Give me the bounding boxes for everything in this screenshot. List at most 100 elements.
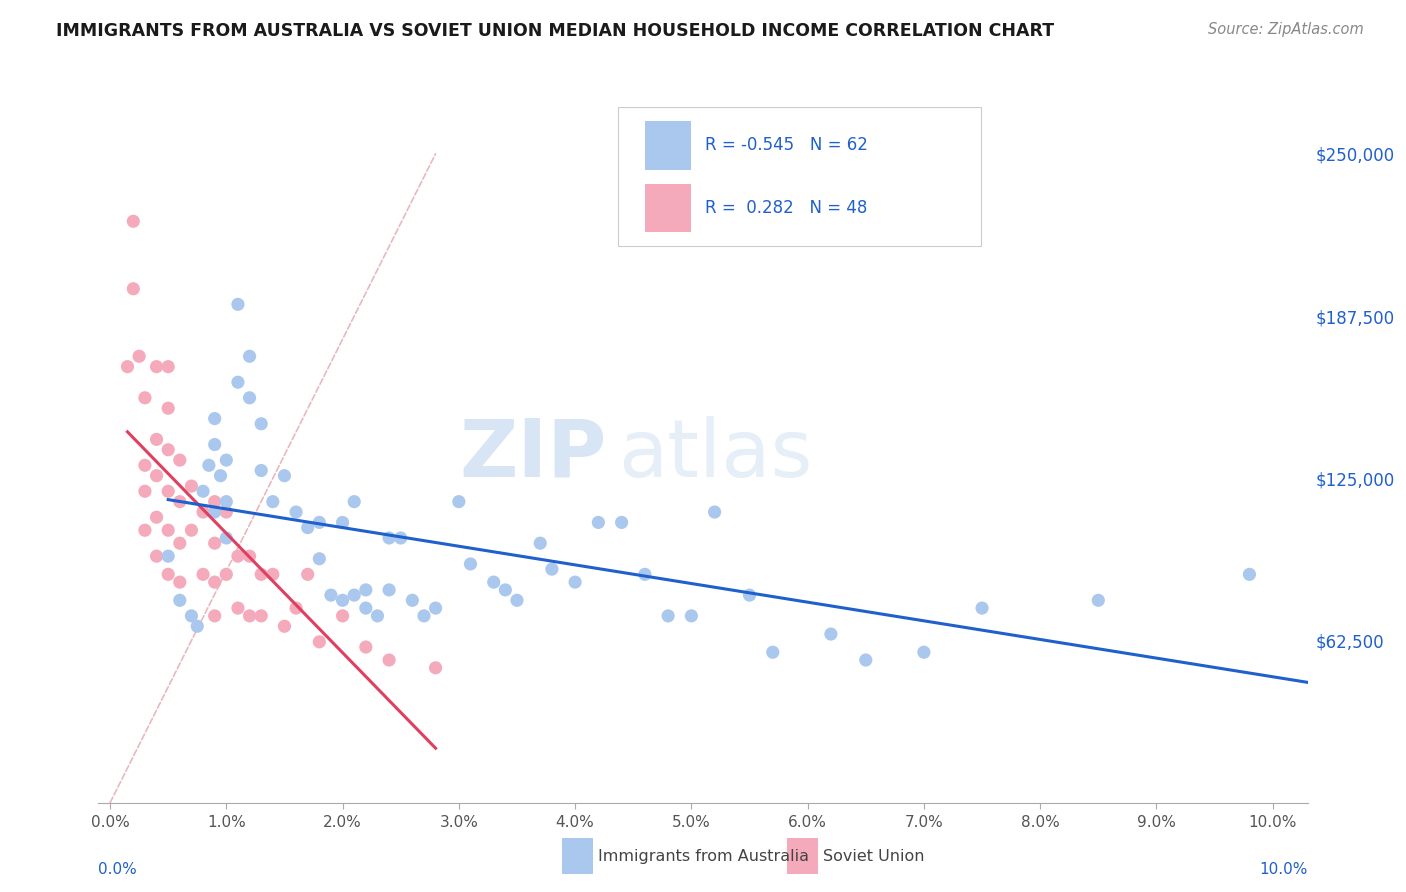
Point	[209, 468, 232, 483]
Point	[413, 608, 436, 623]
Point	[191, 567, 214, 582]
Text: atlas: atlas	[619, 416, 813, 494]
Point	[204, 608, 226, 623]
Point	[169, 593, 191, 607]
Point	[204, 575, 226, 590]
Point	[204, 494, 226, 508]
Point	[128, 349, 150, 363]
Point	[1239, 567, 1261, 582]
Point	[145, 433, 167, 447]
Point	[482, 575, 505, 590]
Point	[425, 661, 447, 675]
Point	[145, 359, 167, 374]
Point	[180, 608, 202, 623]
Point	[145, 510, 167, 524]
Point	[970, 601, 993, 615]
Point	[239, 349, 262, 363]
Bar	[787, 838, 818, 874]
Point	[506, 593, 529, 607]
Point	[297, 520, 319, 534]
Point	[912, 645, 935, 659]
Point	[204, 536, 226, 550]
Point	[855, 653, 877, 667]
Text: 0.0%: 0.0%	[98, 863, 138, 877]
Point	[389, 531, 412, 545]
Point	[703, 505, 725, 519]
Point	[169, 536, 191, 550]
Point	[169, 494, 191, 508]
Point	[820, 627, 842, 641]
Point	[215, 531, 238, 545]
Point	[204, 437, 226, 451]
Point	[610, 516, 633, 530]
Point	[343, 588, 366, 602]
Point	[186, 619, 208, 633]
Point	[447, 494, 470, 508]
Point	[308, 516, 330, 530]
Text: R =  0.282   N = 48: R = 0.282 N = 48	[706, 199, 868, 217]
Point	[588, 516, 610, 530]
Point	[738, 588, 761, 602]
Point	[157, 549, 180, 564]
Point	[681, 608, 703, 623]
Point	[157, 567, 180, 582]
Text: 10.0%: 10.0%	[1260, 863, 1308, 877]
Text: Immigrants from Australia: Immigrants from Australia	[598, 849, 808, 863]
Point	[134, 484, 156, 499]
Point	[226, 549, 249, 564]
Text: R = -0.545   N = 62: R = -0.545 N = 62	[706, 136, 869, 154]
Bar	[562, 838, 593, 874]
Point	[250, 463, 273, 477]
Point	[157, 484, 180, 499]
FancyBboxPatch shape	[619, 107, 981, 246]
Point	[250, 567, 273, 582]
Point	[239, 549, 262, 564]
Point	[145, 468, 167, 483]
Point	[262, 567, 284, 582]
Point	[157, 401, 180, 416]
Point	[564, 575, 586, 590]
Point	[378, 531, 401, 545]
Point	[494, 582, 516, 597]
Point	[529, 536, 551, 550]
Point	[180, 479, 202, 493]
Point	[169, 453, 191, 467]
Point	[354, 601, 377, 615]
Text: Soviet Union: Soviet Union	[823, 849, 924, 863]
Point	[285, 505, 308, 519]
Point	[157, 442, 180, 457]
Point	[215, 567, 238, 582]
Point	[239, 608, 262, 623]
Point	[308, 635, 330, 649]
Point	[250, 417, 273, 431]
Point	[634, 567, 657, 582]
Point	[117, 359, 139, 374]
Point	[215, 505, 238, 519]
FancyBboxPatch shape	[645, 184, 690, 232]
Text: IMMIGRANTS FROM AUSTRALIA VS SOVIET UNION MEDIAN HOUSEHOLD INCOME CORRELATION CH: IMMIGRANTS FROM AUSTRALIA VS SOVIET UNIO…	[56, 22, 1054, 40]
Point	[319, 588, 342, 602]
Point	[285, 601, 308, 615]
Text: Source: ZipAtlas.com: Source: ZipAtlas.com	[1208, 22, 1364, 37]
Point	[157, 359, 180, 374]
Point	[297, 567, 319, 582]
Point	[169, 575, 191, 590]
Point	[204, 505, 226, 519]
Point	[378, 582, 401, 597]
Point	[332, 593, 354, 607]
Point	[273, 468, 295, 483]
Point	[122, 282, 145, 296]
Point	[332, 608, 354, 623]
Point	[198, 458, 221, 473]
Point	[332, 516, 354, 530]
Point	[226, 601, 249, 615]
Point	[134, 523, 156, 537]
Point	[226, 376, 249, 390]
Point	[250, 608, 273, 623]
Point	[657, 608, 679, 623]
Point	[354, 582, 377, 597]
Point	[425, 601, 447, 615]
Point	[180, 523, 202, 537]
Point	[343, 494, 366, 508]
Point	[239, 391, 262, 405]
